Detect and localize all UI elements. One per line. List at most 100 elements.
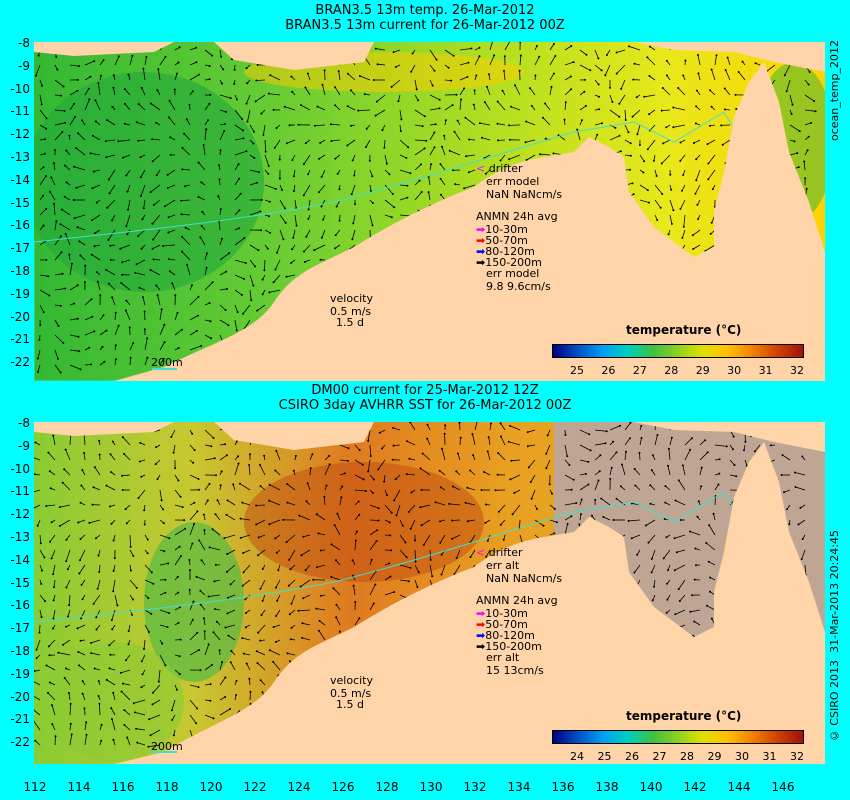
current-vector-arrow [300, 579, 311, 587]
vector-arrowhead [114, 344, 117, 347]
vector-arrowhead [215, 620, 218, 623]
vector-arrowhead [542, 116, 544, 119]
current-vector-arrow [354, 474, 364, 480]
vector-arrowhead [793, 140, 796, 143]
current-vector-arrow [39, 549, 45, 558]
vector-arrowhead [600, 69, 603, 72]
vector-arrowhead [261, 293, 264, 296]
current-vector-arrow [234, 304, 238, 313]
vector-arrowhead [334, 86, 337, 89]
vector-arrowhead [610, 466, 613, 469]
vector-arrowhead [73, 165, 76, 168]
vector-arrowhead [696, 203, 699, 206]
vector-arrowhead [598, 95, 600, 98]
vector-arrowhead [710, 68, 713, 71]
current-vector-arrow [673, 107, 686, 111]
vector-arrowhead [358, 75, 361, 77]
vector-arrowhead [43, 556, 46, 559]
current-vector-arrow [168, 214, 176, 218]
vector-arrowhead [630, 537, 633, 540]
vector-arrowhead [81, 692, 84, 695]
vector-arrowhead [587, 460, 590, 463]
current-vector-arrow [242, 304, 251, 315]
current-vector-arrow [226, 564, 236, 573]
vector-arrowhead [804, 177, 807, 180]
current-vector-arrow [69, 349, 80, 352]
current-vector-arrow [678, 480, 686, 491]
current-vector-arrow [204, 267, 207, 276]
vector-arrowhead [511, 513, 514, 516]
vector-arrowhead [486, 450, 489, 453]
vector-arrowhead [45, 258, 48, 261]
current-vector-arrow [287, 653, 296, 656]
current-vector-arrow [90, 153, 101, 156]
vector-arrowhead [708, 524, 711, 527]
vector-arrowhead [332, 587, 335, 590]
vector-arrowhead [151, 703, 154, 706]
vector-arrowhead [291, 248, 294, 251]
vector-arrowhead [112, 74, 115, 77]
vector-arrowhead [146, 356, 149, 359]
current-vector-arrow [650, 484, 656, 491]
current-vector-arrow [144, 338, 148, 351]
current-vector-arrow [224, 534, 236, 539]
current-vector-arrow [204, 664, 213, 671]
vector-arrowhead [368, 159, 371, 162]
vector-arrowhead [535, 45, 538, 47]
vector-arrowhead [717, 483, 720, 486]
vector-arrowhead [316, 566, 319, 569]
current-vector-arrow [61, 209, 71, 216]
vector-arrowhead [290, 626, 293, 629]
vector-arrowhead [134, 271, 137, 274]
vector-arrowhead [203, 630, 206, 633]
current-vector-arrow [133, 699, 146, 704]
vector-arrowhead [241, 584, 244, 587]
current-vector-arrow [234, 463, 239, 476]
vector-arrowhead [239, 517, 242, 520]
current-vector-arrow [152, 154, 161, 162]
current-vector-arrow [369, 519, 379, 521]
vector-arrowhead [438, 107, 441, 110]
current-vector-arrow [406, 440, 416, 446]
current-vector-arrow [122, 436, 131, 446]
vector-arrowhead [636, 133, 639, 136]
current-vector-arrow [98, 564, 101, 573]
vector-arrowhead [199, 589, 202, 592]
current-vector-arrow [398, 94, 401, 102]
current-vector-arrow [37, 519, 41, 526]
vector-arrowhead [61, 131, 64, 133]
current-vector-arrow [545, 459, 551, 469]
vector-arrowhead [220, 237, 223, 240]
vector-arrowhead [274, 268, 277, 271]
current-vector-arrow [564, 89, 572, 96]
vector-arrowhead [350, 193, 353, 196]
vector-arrowhead [709, 89, 711, 92]
current-vector-arrow [321, 169, 326, 178]
vector-arrowhead [347, 447, 350, 450]
vector-arrowhead [589, 449, 592, 452]
vector-arrowhead [557, 134, 560, 137]
depth-label-2: 50-70m [485, 618, 528, 631]
vector-arrowhead [423, 147, 426, 150]
current-vector-arrow [384, 199, 395, 208]
current-vector-arrow [108, 283, 116, 291]
vector-arrowhead [530, 104, 533, 107]
current-vector-arrow [465, 154, 476, 157]
vector-arrowhead [77, 335, 80, 338]
current-vector-arrow [294, 199, 297, 209]
vector-arrowhead [302, 194, 305, 197]
vector-arrowhead [227, 634, 230, 637]
current-vector-arrow [399, 579, 409, 582]
vector-arrowhead [564, 434, 567, 436]
current-vector-arrow [474, 56, 480, 66]
vector-arrowhead [807, 135, 810, 138]
vector-arrowhead [114, 311, 117, 314]
vector-arrowhead [126, 736, 129, 739]
current-vector-arrow [247, 109, 251, 122]
current-vector-arrow [164, 199, 176, 207]
isobath-label: 200m [151, 740, 183, 753]
vector-arrowhead [337, 70, 340, 73]
current-vector-arrow [150, 103, 161, 111]
current-vector-arrow [514, 489, 521, 494]
vector-arrowhead [433, 146, 436, 149]
